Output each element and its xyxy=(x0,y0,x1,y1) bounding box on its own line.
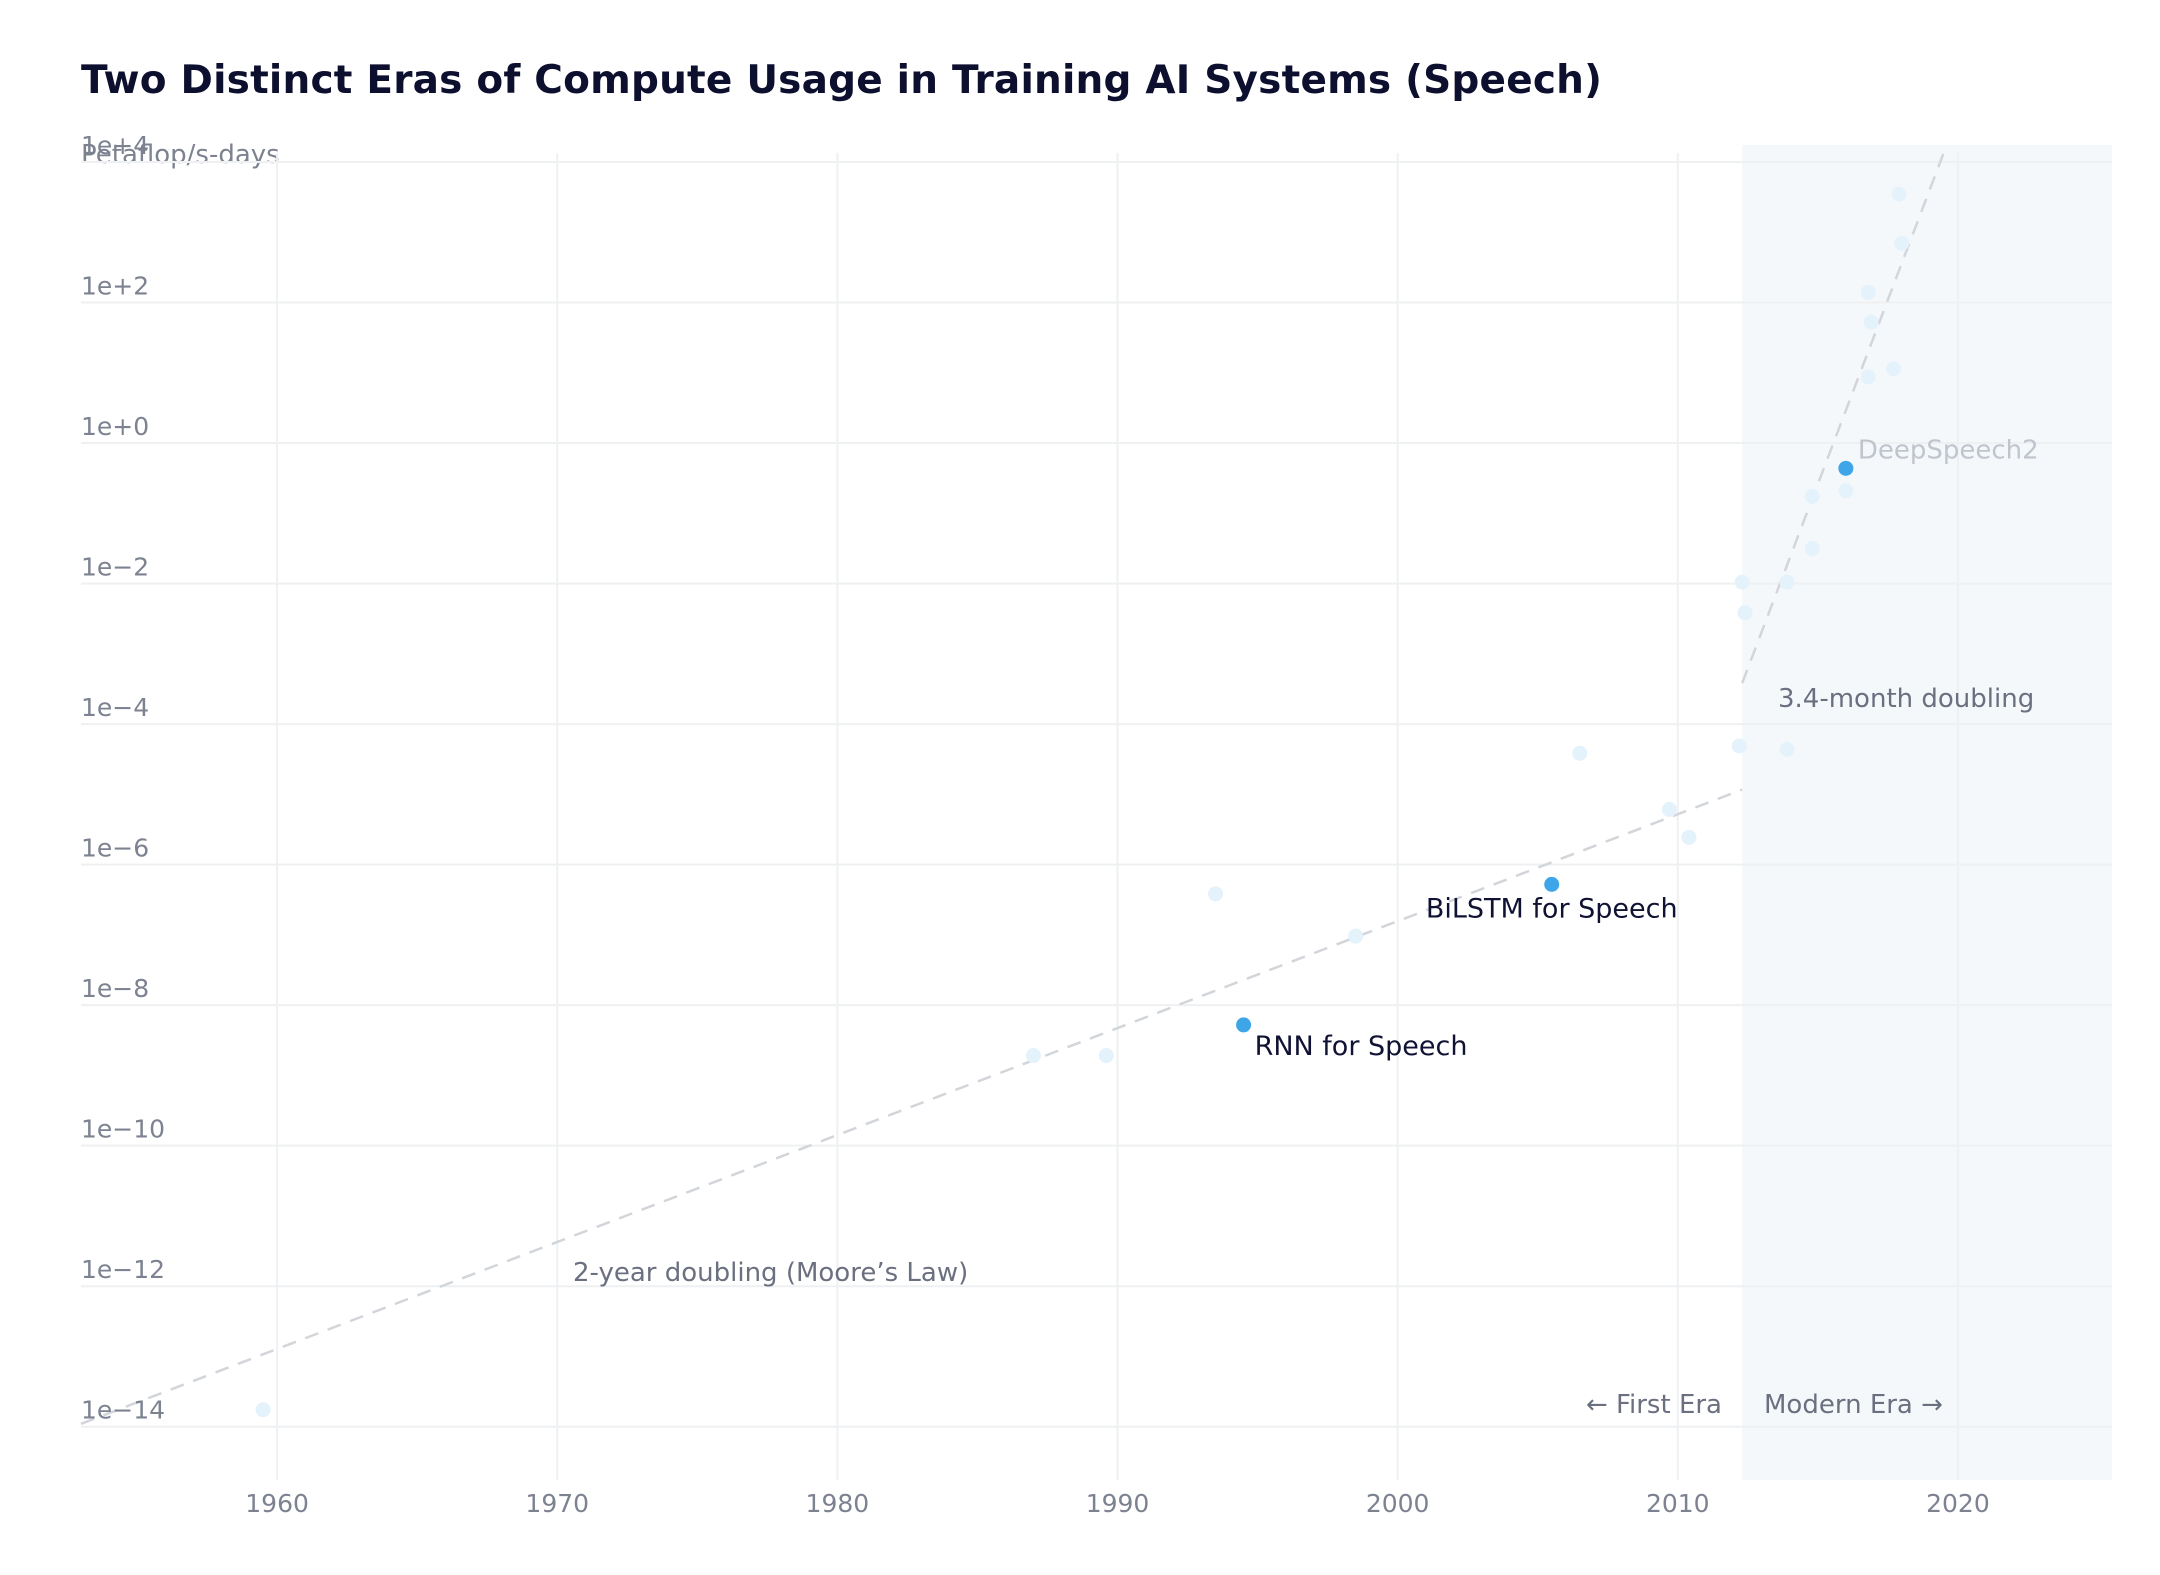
y-tick-label: 1e−6 xyxy=(81,834,149,863)
x-tick-labels: 1960 1970 1980 1990 2000 2010 2020 xyxy=(245,1489,1989,1518)
y-tick-label: 1e+2 xyxy=(81,272,149,301)
moores-law-annotation: 2-year doubling (Moore’s Law) xyxy=(573,1258,968,1288)
modern-trend-annotation: 3.4-month doubling xyxy=(1778,684,2034,714)
y-tick-labels: 1e+4 1e+2 1e+0 1e−2 1e−4 1e−6 1e−8 1e−10 1e−12 1e… xyxy=(81,131,165,1425)
modern-era-annotation: Modern Era → xyxy=(1764,1390,1943,1420)
annotations: 2-year doubling (Moore’s Law) 3.4-month … xyxy=(573,684,2034,1420)
x-tick-label: 1990 xyxy=(1086,1489,1150,1518)
background-data-point[interactable] xyxy=(1804,541,1820,557)
y-tick-label: 1e−4 xyxy=(81,693,149,722)
y-tick-label: 1e+0 xyxy=(81,412,149,441)
y-tick-label: 1e−2 xyxy=(81,553,149,582)
modern-era-band-layer xyxy=(1742,145,2112,1480)
background-data-point[interactable] xyxy=(1348,928,1364,944)
background-data-point[interactable] xyxy=(1098,1048,1114,1064)
first-era-annotation: ← First Era xyxy=(1586,1390,1722,1420)
background-data-point[interactable] xyxy=(255,1402,271,1418)
background-data-point[interactable] xyxy=(1891,186,1907,202)
background-data-point[interactable] xyxy=(1208,886,1224,902)
y-tick-label: 1e−14 xyxy=(81,1396,165,1425)
x-tick-label: 1980 xyxy=(806,1489,870,1518)
grid-layer xyxy=(81,153,2112,1480)
background-data-point[interactable] xyxy=(1779,574,1795,590)
y-axis-label: Petaflop/s-days xyxy=(81,140,280,170)
y-tick-label: 1e−12 xyxy=(81,1255,165,1284)
background-data-point[interactable] xyxy=(1779,741,1795,757)
background-data-point[interactable] xyxy=(1681,829,1697,845)
modern-era-band xyxy=(1742,145,2112,1480)
background-data-point[interactable] xyxy=(1572,745,1588,761)
x-tick-label: 1970 xyxy=(525,1489,589,1518)
background-data-point[interactable] xyxy=(1860,284,1876,300)
background-data-point[interactable] xyxy=(1894,235,1910,251)
background-points xyxy=(255,186,1910,1418)
highlighted-data-point[interactable] xyxy=(1838,460,1854,476)
y-tick-label: 1e−10 xyxy=(81,1115,165,1144)
data-point-label: DeepSpeech2 xyxy=(1858,435,2039,465)
background-data-point[interactable] xyxy=(1838,483,1854,499)
x-tick-label: 2010 xyxy=(1646,1489,1710,1518)
x-tick-label: 2000 xyxy=(1366,1489,1430,1518)
background-data-point[interactable] xyxy=(1863,314,1879,330)
background-data-point[interactable] xyxy=(1734,574,1750,590)
highlighted-data-point[interactable] xyxy=(1236,1017,1252,1033)
background-data-point[interactable] xyxy=(1737,605,1753,621)
trend-line xyxy=(80,788,1743,1426)
background-data-point[interactable] xyxy=(1025,1048,1041,1064)
y-tick-label: 1e−8 xyxy=(81,974,149,1003)
x-tick-label: 1960 xyxy=(245,1489,309,1518)
highlighted-points: RNN for Speech BiLSTM for Speech DeepSpeec… xyxy=(1236,435,2039,1062)
background-data-point[interactable] xyxy=(1661,801,1677,817)
background-data-point[interactable] xyxy=(1860,369,1876,385)
x-tick-label: 2020 xyxy=(1926,1489,1990,1518)
highlighted-data-point[interactable] xyxy=(1544,876,1560,892)
data-point-label: BiLSTM for Speech xyxy=(1426,893,1678,924)
background-data-point[interactable] xyxy=(1885,361,1901,377)
data-point-label: RNN for Speech xyxy=(1255,1031,1468,1062)
background-data-point[interactable] xyxy=(1731,738,1747,754)
trend-line-layer xyxy=(80,144,1948,1426)
chart-title: Two Distinct Eras of Compute Usage in Tr… xyxy=(81,58,1603,103)
background-data-point[interactable] xyxy=(1804,488,1820,504)
y-tick-label: 1e+4 xyxy=(81,131,149,160)
